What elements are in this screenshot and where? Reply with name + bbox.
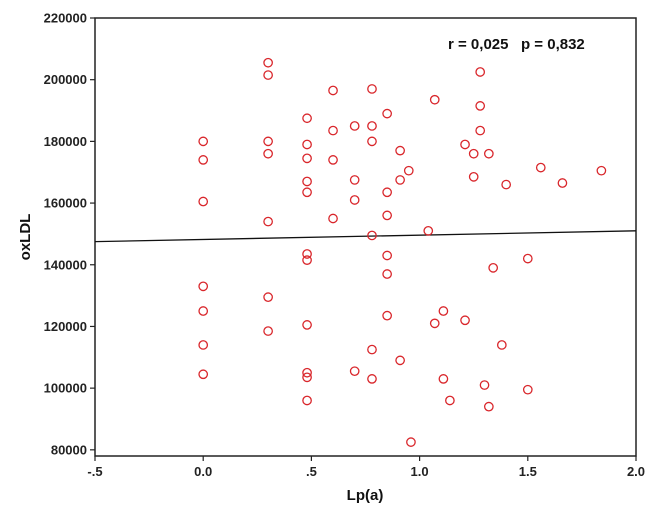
data-point xyxy=(496,340,507,350)
data-point xyxy=(263,326,273,336)
data-point xyxy=(479,380,490,390)
data-point xyxy=(596,165,607,176)
data-point xyxy=(367,84,377,94)
data-point xyxy=(475,125,486,136)
data-point xyxy=(501,179,512,190)
x-tick-label: 0.0 xyxy=(194,464,212,479)
data-point xyxy=(198,281,209,292)
data-point xyxy=(438,306,449,316)
data-point xyxy=(475,67,486,77)
data-point xyxy=(445,395,455,406)
correlation-annotation: r = 0,025 p = 0,832 xyxy=(448,36,585,53)
data-point xyxy=(263,216,273,227)
data-points xyxy=(198,57,607,447)
data-point xyxy=(367,374,377,384)
data-point xyxy=(423,225,434,236)
data-point xyxy=(382,108,392,119)
data-point xyxy=(382,269,392,279)
data-point xyxy=(522,253,533,264)
data-point xyxy=(429,94,440,105)
x-tick-label: 1.0 xyxy=(411,464,429,479)
data-point xyxy=(483,401,494,412)
data-point xyxy=(263,136,273,147)
data-point xyxy=(438,374,449,384)
data-point xyxy=(406,437,416,447)
plot-area xyxy=(94,17,637,457)
data-point xyxy=(328,155,338,165)
x-tick-label: 2.0 xyxy=(627,464,645,479)
data-point xyxy=(367,121,377,131)
data-point xyxy=(328,213,338,224)
data-point xyxy=(302,320,312,330)
data-point xyxy=(367,136,377,147)
data-point xyxy=(263,148,273,159)
y-axis-title: oxLDL xyxy=(17,214,34,261)
y-axis: 80000 100000 120000 140000 160000 180000 20000… xyxy=(44,11,95,457)
x-axis: -.5 0.0 .5 1.0 1.5 2.0 xyxy=(87,456,645,479)
data-point xyxy=(349,366,360,377)
data-point xyxy=(475,101,486,111)
data-point xyxy=(302,255,312,265)
data-point xyxy=(382,187,392,198)
y-tick-label: 140000 xyxy=(44,257,87,272)
data-point xyxy=(263,57,273,68)
data-point xyxy=(460,139,470,150)
data-point xyxy=(349,195,360,205)
y-tick-label: 160000 xyxy=(44,196,87,211)
regression-line xyxy=(94,230,637,243)
data-point xyxy=(367,230,377,241)
data-point xyxy=(302,249,312,259)
data-point xyxy=(395,145,405,156)
data-point xyxy=(198,340,209,350)
data-point xyxy=(483,148,494,159)
data-point xyxy=(198,155,209,165)
data-point xyxy=(328,85,338,96)
data-point xyxy=(302,153,312,164)
y-tick-label: 80000 xyxy=(51,442,87,457)
data-point xyxy=(349,121,360,131)
x-tick-label: -.5 xyxy=(87,464,102,479)
x-tick-label: 1.5 xyxy=(519,464,537,479)
data-point xyxy=(468,172,479,182)
data-point xyxy=(302,372,312,383)
data-point xyxy=(557,178,568,188)
data-point xyxy=(198,136,209,147)
y-tick-label: 120000 xyxy=(44,319,87,334)
data-point xyxy=(488,262,499,273)
data-point xyxy=(302,139,312,150)
data-point xyxy=(535,162,546,173)
data-point xyxy=(382,250,392,261)
data-point xyxy=(302,187,312,198)
y-tick-label: 220000 xyxy=(44,11,87,26)
data-point xyxy=(429,318,440,329)
data-point xyxy=(263,292,273,302)
data-point xyxy=(302,367,312,378)
data-point xyxy=(198,369,209,380)
data-point xyxy=(328,125,338,136)
y-tick-label: 100000 xyxy=(44,381,87,396)
data-point xyxy=(468,148,479,159)
data-point xyxy=(382,210,392,221)
data-point xyxy=(460,315,470,326)
data-point xyxy=(395,175,405,185)
data-point xyxy=(349,175,360,185)
data-point xyxy=(198,306,209,316)
data-point xyxy=(382,310,392,321)
data-point xyxy=(522,384,533,395)
y-tick-label: 200000 xyxy=(44,72,87,87)
data-point xyxy=(302,395,312,406)
data-point xyxy=(263,70,273,80)
data-point xyxy=(198,196,209,207)
y-tick-label: 180000 xyxy=(44,134,87,149)
data-point xyxy=(367,344,377,355)
data-point xyxy=(302,113,312,124)
x-tick-label: .5 xyxy=(306,464,317,479)
data-point xyxy=(302,176,312,187)
data-point xyxy=(395,355,405,366)
x-axis-title: Lp(a) xyxy=(347,487,384,504)
data-point xyxy=(403,165,414,176)
